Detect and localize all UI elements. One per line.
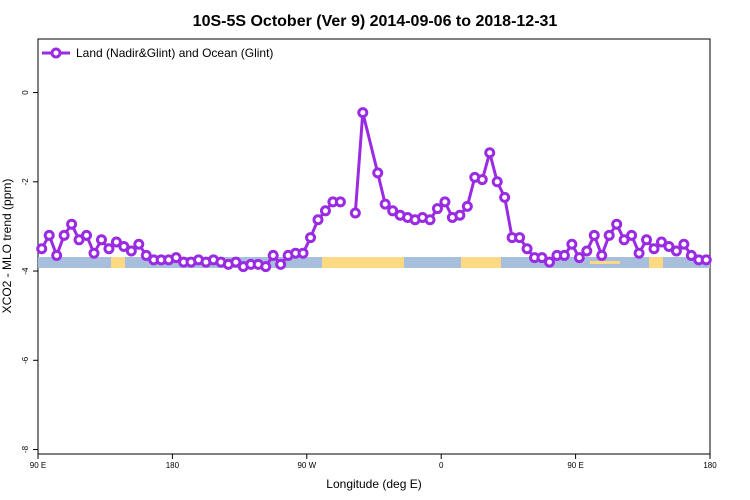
y-axis-label: XCO2 - MLO trend (ppm) (0, 179, 14, 314)
data-point (133, 238, 145, 250)
legend-marker (50, 47, 62, 59)
land-new-guinea-east (649, 257, 663, 268)
x-axis-label: Longitude (deg E) (326, 477, 421, 491)
chart-title: 10S-5S October (Ver 9) 2014-09-06 to 201… (193, 13, 558, 30)
data-point (51, 249, 63, 261)
data-point (81, 229, 93, 241)
data-point (312, 214, 324, 226)
data-point (372, 167, 384, 179)
data-point (536, 252, 548, 264)
data-point (655, 236, 667, 248)
data-point (596, 249, 608, 261)
data-point (484, 147, 496, 159)
data-point (626, 229, 638, 241)
land-south-america (322, 257, 404, 268)
x-axis: 90 E 180 90 W 0 90 E 180 (30, 454, 717, 470)
data-point (491, 176, 503, 188)
data-point (521, 243, 533, 255)
data-point (387, 205, 399, 217)
data-point (558, 249, 570, 261)
data-point (95, 234, 107, 246)
data-point (581, 245, 593, 257)
data-point (297, 247, 309, 259)
data-point (633, 247, 645, 259)
land-islands-east (590, 261, 620, 264)
data-point (454, 209, 466, 221)
data-point (379, 198, 391, 210)
x-tick-label: 0 (439, 461, 444, 470)
data-point (170, 252, 182, 264)
y-tick-label: -8 (21, 445, 30, 453)
data-point (424, 214, 436, 226)
data-point (319, 205, 331, 217)
land-africa (461, 257, 501, 268)
data-point (566, 238, 578, 250)
data-point (670, 245, 682, 257)
data-point (431, 203, 443, 215)
data-point (334, 196, 346, 208)
land-new-guinea-west (111, 257, 125, 268)
x-tick-label: 90 E (30, 461, 46, 470)
data-point (461, 200, 473, 212)
data-point (476, 174, 488, 186)
y-tick-label: -2 (21, 178, 30, 186)
data-point (43, 229, 55, 241)
x-tick-label: 90 W (297, 461, 316, 470)
data-point (641, 234, 653, 246)
data-point (678, 238, 690, 250)
x-tick-label: 180 (703, 461, 717, 470)
data-point (439, 196, 451, 208)
data-point (110, 236, 122, 248)
series-group (36, 107, 712, 273)
data-point (118, 241, 130, 252)
data-point (685, 249, 697, 261)
data-point (73, 234, 85, 246)
x-tick-label: 180 (166, 461, 180, 470)
data-point (618, 234, 630, 246)
y-tick-label: 0 (21, 90, 30, 95)
data-point (573, 252, 585, 264)
data-point (305, 232, 317, 244)
data-point (603, 229, 615, 241)
data-point (700, 254, 712, 266)
data-point (58, 229, 70, 241)
data-point (514, 232, 526, 244)
data-point (125, 245, 137, 257)
data-point (88, 247, 100, 259)
data-point (543, 256, 555, 268)
legend-label: Land (Nadir&Glint) and Ocean (Glint) (76, 46, 273, 60)
data-point (611, 218, 623, 230)
series-line (353, 111, 707, 264)
data-point (36, 243, 48, 255)
data-point (349, 207, 361, 219)
y-tick-label: -6 (21, 356, 30, 364)
data-point (103, 243, 115, 255)
data-point (267, 249, 279, 261)
data-point (357, 107, 369, 119)
data-point (230, 256, 242, 268)
data-point (66, 218, 78, 230)
y-tick-label: -4 (21, 267, 30, 275)
x-tick-label: 90 E (567, 461, 583, 470)
data-point (648, 243, 660, 255)
data-point (275, 258, 287, 270)
data-point (499, 191, 511, 203)
legend: Land (Nadir&Glint) and Ocean (Glint) (42, 46, 273, 60)
y-axis: 0 -2 -4 -6 -8 (21, 90, 38, 453)
data-point (663, 241, 675, 252)
data-point (260, 261, 272, 273)
map-strip (38, 257, 710, 268)
data-point (588, 229, 600, 241)
data-point (140, 249, 152, 261)
